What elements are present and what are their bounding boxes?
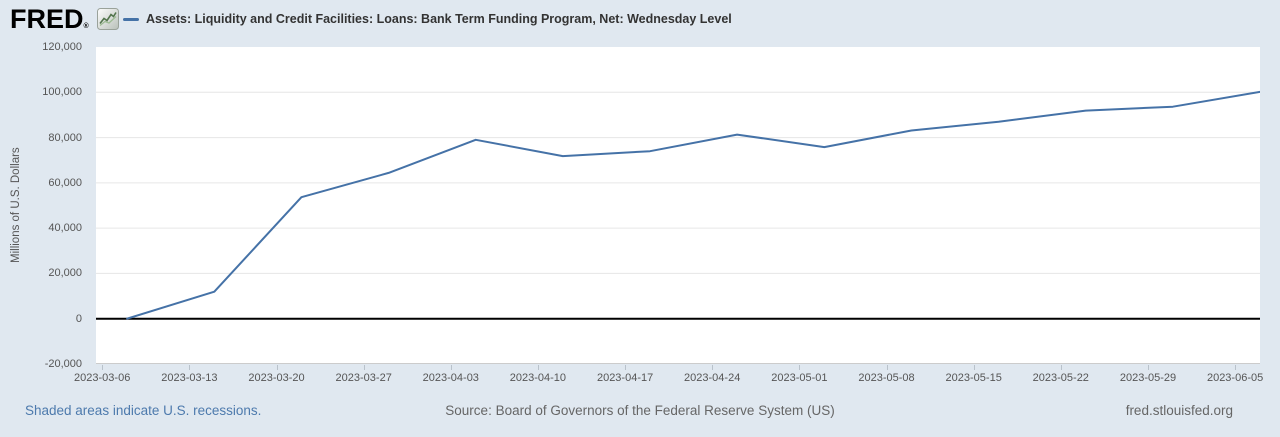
source-text: Source: Board of Governors of the Federa…: [445, 403, 835, 418]
series-legend[interactable]: Assets: Liquidity and Credit Facilities:…: [123, 0, 732, 38]
y-tick-label: -20,000: [44, 358, 82, 370]
x-tick-mark: [886, 365, 888, 370]
x-tick-label: 2023-03-13: [161, 372, 218, 384]
y-tick-label: 100,000: [42, 86, 82, 99]
x-tick-label: 2023-04-10: [509, 372, 567, 384]
x-tick-label: 2023-03-27: [335, 372, 392, 384]
y-axis-tick-labels: -20,000 0 20,000 40,000 60,000 80,000 100,000 1…: [0, 41, 82, 370]
x-tick-label: 2023-03-20: [248, 372, 305, 384]
y-tick-label: 20,000: [48, 267, 82, 280]
x-tick-mark: [712, 365, 714, 370]
x-tick-mark: [363, 365, 365, 370]
x-tick-label: 2023-04-03: [422, 372, 479, 384]
y-tick-label: 120,000: [42, 41, 82, 53]
chart-plot-svg[interactable]: [96, 47, 1260, 364]
x-tick-mark: [450, 365, 452, 370]
x-tick-mark: [102, 365, 104, 370]
x-tick-label: 2023-06-05: [1206, 372, 1264, 384]
y-tick-label: 80,000: [48, 131, 82, 144]
x-tick-label: 2023-05-08: [858, 372, 915, 384]
x-tick-label: 2023-03-06: [74, 372, 131, 384]
x-tick-mark: [799, 365, 801, 370]
y-tick-label: 60,000: [48, 176, 82, 189]
x-tick-label: 2023-05-15: [945, 372, 1002, 384]
header: FRED® Assets: Liquidity and Credit Facil…: [0, 0, 1280, 40]
recessions-note-link[interactable]: Shaded areas indicate U.S. recessions.: [25, 403, 262, 418]
series-line[interactable]: [126, 90, 1260, 320]
x-tick-label: 2023-05-01: [771, 372, 828, 384]
legend-line-swatch: [123, 17, 139, 21]
x-tick-mark: [1060, 365, 1062, 370]
x-tick-label: 2023-04-17: [596, 372, 654, 384]
x-tick-label: 2023-05-29: [1119, 372, 1177, 384]
series-title: Assets: Liquidity and Credit Facilities:…: [146, 12, 732, 26]
fred-logo-text: FRED: [10, 4, 84, 34]
x-tick-mark: [189, 365, 191, 370]
fred-site-link[interactable]: fred.stlouisfed.org: [1125, 403, 1233, 418]
y-tick-label: 40,000: [48, 222, 82, 235]
x-tick-mark: [537, 365, 539, 370]
plot-area[interactable]: [96, 47, 1260, 364]
x-tick-mark: [1148, 365, 1149, 370]
fred-logo[interactable]: FRED®: [10, 4, 89, 42]
fred-logo-chart-icon: [97, 8, 119, 30]
x-tick-mark: [625, 365, 627, 370]
x-tick-mark: [276, 365, 278, 370]
y-tick-label: 0: [75, 312, 82, 325]
x-tick-mark: [973, 365, 975, 370]
x-tick-label: 2023-05-22: [1032, 372, 1089, 384]
x-axis-tick-labels: 2023-03-06 2023-03-13 2023-03-20 2023-03-27…: [74, 365, 1264, 387]
x-tick-label: 2023-04-24: [684, 372, 741, 384]
registered-mark: ®: [83, 23, 89, 30]
x-tick-mark: [1235, 365, 1237, 370]
footer: Shaded areas indicate U.S. recessions. S…: [0, 403, 1280, 425]
